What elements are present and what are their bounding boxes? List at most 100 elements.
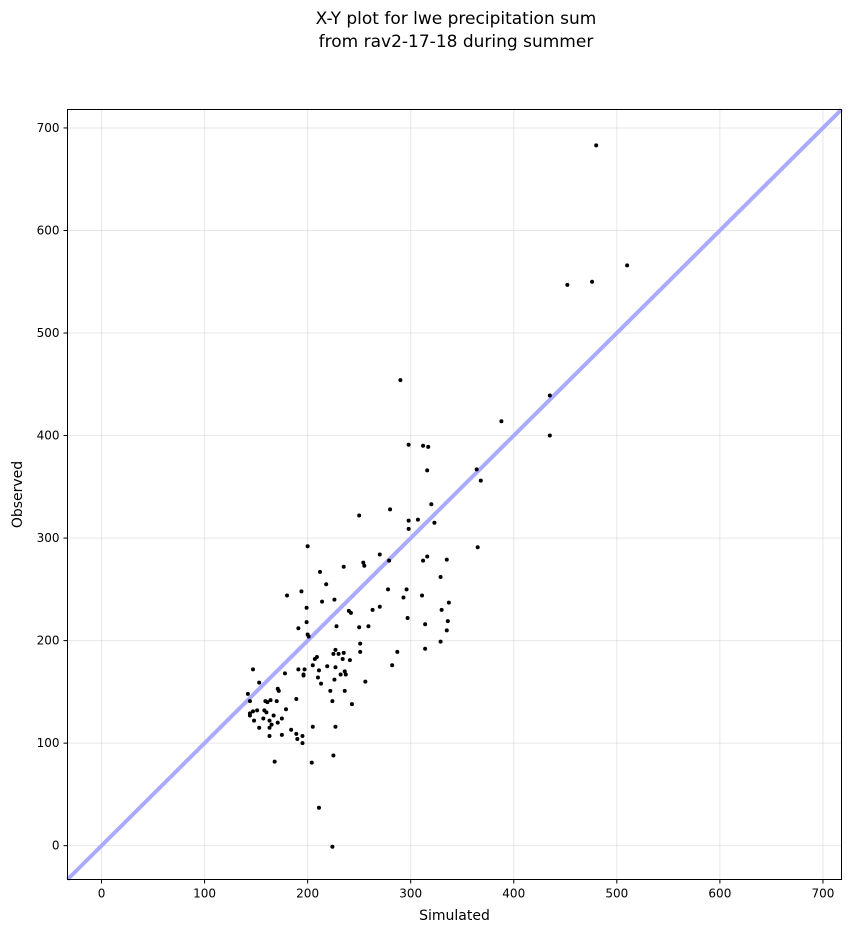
scatter-point	[423, 622, 428, 627]
scatter-point	[334, 624, 339, 629]
scatter-point	[296, 667, 301, 672]
scatter-point	[331, 753, 336, 758]
scatter-point	[594, 143, 599, 148]
scatter-point	[478, 478, 483, 483]
scatter-point	[348, 610, 353, 615]
scatter-point	[625, 263, 630, 268]
x-tick-label: 700	[811, 887, 834, 901]
scatter-point	[309, 760, 314, 765]
scatter-point	[289, 727, 294, 732]
scatter-point	[295, 737, 300, 742]
scatter-point	[590, 279, 595, 284]
scatter-point	[358, 649, 363, 654]
scatter-point	[361, 560, 366, 565]
y-axis-label: Observed	[10, 461, 26, 528]
scatter-point	[390, 663, 395, 668]
scatter-point	[267, 733, 272, 738]
scatter-point	[320, 599, 325, 604]
scatter-point	[415, 517, 420, 522]
scatter-point	[318, 569, 323, 574]
scatter-point	[267, 725, 272, 730]
scatter-point	[332, 677, 337, 682]
scatter-point	[330, 844, 335, 849]
scatter-point	[357, 625, 362, 630]
y-tick-label: 600	[37, 223, 60, 237]
scatter-point	[300, 733, 305, 738]
plot-frame	[67, 109, 842, 880]
scatter-point	[268, 698, 273, 703]
scatter-point	[445, 619, 450, 624]
scatter-point	[377, 552, 382, 557]
x-axis-label: Simulated	[419, 908, 490, 924]
scatter-point	[406, 442, 411, 447]
y-tick-label: 700	[37, 121, 60, 135]
scatter-point	[347, 658, 352, 663]
scatter-point	[420, 593, 425, 598]
scatter-point	[257, 680, 262, 685]
scatter-point	[358, 641, 363, 646]
scatter-point	[271, 713, 276, 718]
scatter-point	[245, 691, 250, 696]
scatter-point	[432, 520, 437, 525]
scatter-point	[301, 673, 306, 678]
scatter-point	[444, 628, 449, 633]
scatter-point	[315, 675, 320, 680]
scatter-point	[446, 600, 451, 605]
scatter-point	[474, 467, 479, 472]
scatter-point	[319, 681, 324, 686]
scatter-point	[262, 708, 267, 713]
scatter-point	[330, 699, 335, 704]
scatter-point	[310, 663, 315, 668]
scatter-point	[331, 651, 336, 656]
chart-title-line-2: from rav2-17-18 during summer	[319, 32, 594, 52]
scatter-point	[438, 639, 443, 644]
scatter-point	[341, 650, 346, 655]
x-tick-label: 500	[605, 887, 628, 901]
chart-title-line-1: X-Y plot for lwe precipitation sum	[316, 9, 597, 29]
scatter-point	[547, 433, 552, 438]
scatter-point	[342, 669, 347, 674]
scatter-point	[267, 718, 272, 723]
scatter-point	[425, 554, 430, 559]
scatter-point	[263, 699, 268, 704]
scatter-point	[279, 732, 284, 737]
scatter-point	[251, 667, 256, 672]
axis-ticks: 0 100 200 300 400 500 600 700 0 100 200 300 400 500 60…	[37, 121, 835, 901]
scatter-point	[296, 626, 301, 631]
scatter-point	[325, 664, 330, 669]
y-tick-label: 100	[37, 736, 60, 750]
scatter-point	[406, 518, 411, 523]
scatter-point	[401, 595, 406, 600]
scatter-point	[333, 724, 338, 729]
scatter-point	[423, 646, 428, 651]
scatter-point	[362, 563, 367, 568]
scatter-point	[398, 378, 403, 383]
scatter-point	[283, 707, 288, 712]
y-tick-label: 400	[37, 429, 60, 443]
scatter-point	[475, 545, 480, 550]
scatter-point	[425, 468, 430, 473]
scatter-point	[377, 604, 382, 609]
scatter-point	[304, 605, 309, 610]
x-tick-label: 200	[296, 887, 319, 901]
scatter-point	[565, 282, 570, 287]
scatter-point	[405, 616, 410, 621]
scatter-point	[333, 665, 338, 670]
scatter-point	[387, 558, 392, 563]
scatter-point	[366, 624, 371, 629]
scatter-point	[252, 718, 257, 723]
scatter-point	[275, 720, 280, 725]
data-points	[245, 143, 630, 849]
scatter-point	[300, 741, 305, 746]
scatter-point	[251, 709, 256, 714]
scatter-point	[312, 657, 317, 662]
scatter-point	[370, 607, 375, 612]
y-tick-label: 0	[52, 839, 60, 853]
scatter-point	[304, 620, 309, 625]
scatter-point	[328, 688, 333, 693]
scatter-point	[302, 667, 307, 672]
scatter-point	[316, 805, 321, 810]
x-tick-label: 600	[708, 887, 731, 901]
identity-reference-line	[66, 108, 843, 881]
